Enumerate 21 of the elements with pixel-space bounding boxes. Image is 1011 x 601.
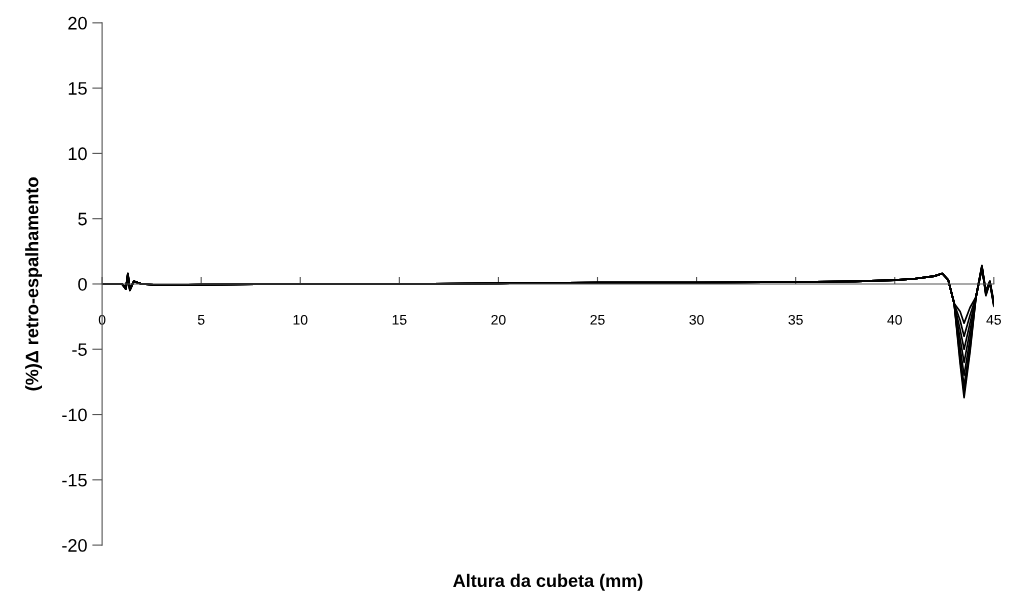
x-tick-label: 40 <box>887 314 902 325</box>
y-tick-label: -10 <box>62 408 87 422</box>
y-tick-label: 10 <box>68 147 87 161</box>
y-tick-label: -20 <box>62 539 87 552</box>
y-tick-label: 20 <box>68 16 87 30</box>
y-tick-label: -15 <box>62 473 87 487</box>
y-tick-label: -5 <box>72 343 87 356</box>
x-tick-label: 5 <box>197 315 205 325</box>
x-tick-label: 0 <box>98 314 106 325</box>
x-tick-label: 10 <box>293 314 308 325</box>
x-tick-label: 35 <box>788 314 803 325</box>
x-axis-title: Altura da cubeta (mm) <box>453 573 643 591</box>
x-tick-label: 45 <box>986 315 1001 325</box>
x-tick-label: 15 <box>392 315 407 325</box>
y-tick-label: 5 <box>78 212 87 226</box>
x-tick-label: 25 <box>590 314 605 325</box>
y-tick-label: 15 <box>68 82 87 95</box>
x-tick-label: 20 <box>491 314 506 325</box>
y-axis-title: (%)Δ retro-espalhamento <box>25 177 42 391</box>
x-tick-label: 30 <box>689 314 704 325</box>
y-tick-label: 0 <box>78 277 87 291</box>
